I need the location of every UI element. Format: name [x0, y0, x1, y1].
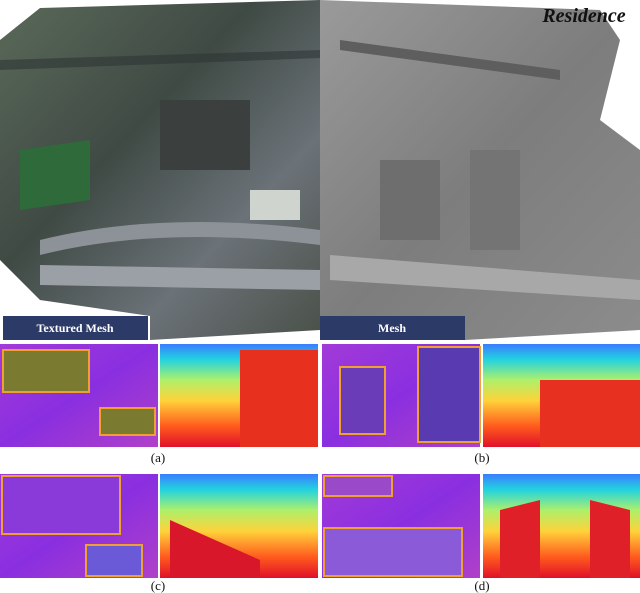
- subfigure-d: [322, 474, 640, 578]
- subfigure-b: [322, 344, 640, 447]
- subfigure-label: (d): [474, 578, 489, 593]
- subfigure-label: (c): [151, 578, 165, 593]
- label-box: [320, 316, 465, 340]
- label-box: [3, 316, 148, 340]
- subfigure-c: [0, 474, 318, 578]
- panel-label: Textured Mesh: [36, 321, 113, 335]
- figure-title: Residence: [541, 5, 625, 27]
- subfigure-label: (a): [151, 450, 165, 465]
- mesh-image: [320, 0, 640, 340]
- textured-mesh-image: [0, 0, 320, 340]
- subfigure-label: (b): [474, 450, 489, 465]
- panel-label: Mesh: [378, 321, 406, 335]
- subfigure-a: [0, 344, 318, 447]
